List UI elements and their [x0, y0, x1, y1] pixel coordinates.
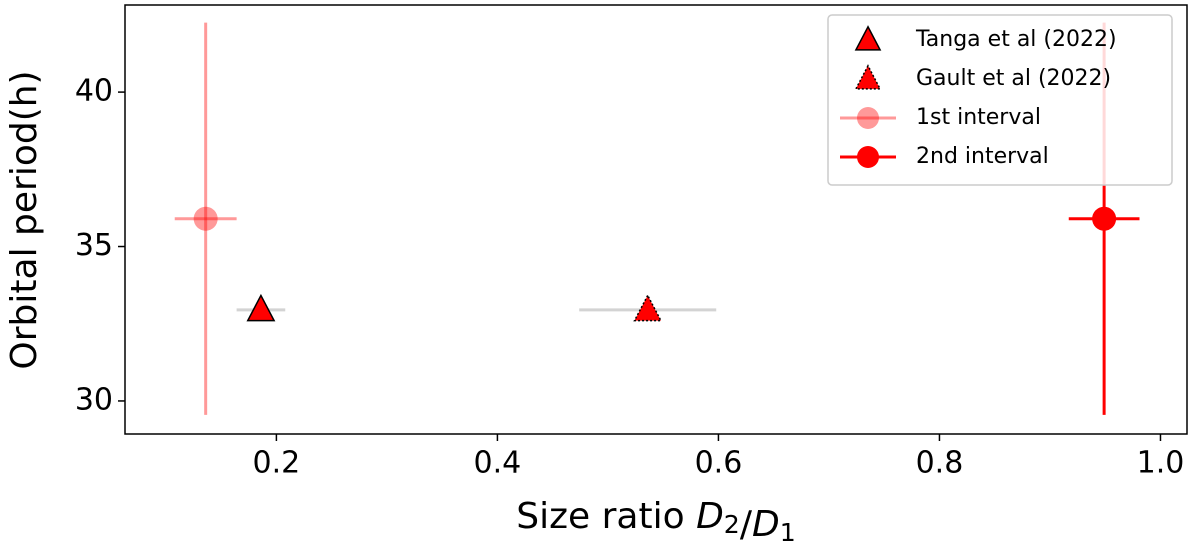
- legend-marker: [857, 107, 879, 129]
- x-tick-label: 1.0: [1137, 446, 1185, 481]
- y-axis-label: Orbital period(h): [4, 70, 45, 369]
- legend-label: Gault et al (2022): [916, 66, 1111, 91]
- legend-box: [827, 14, 1173, 186]
- y-tick-label: 35: [75, 228, 113, 263]
- legend-label: 2nd interval: [916, 144, 1049, 169]
- y-tick-label: 30: [75, 382, 113, 417]
- plot-frame: [124, 4, 1188, 435]
- point: [246, 293, 276, 322]
- x-tick-label: 0.2: [253, 446, 301, 481]
- x-axis-label: Size ratio D2/D1: [516, 496, 795, 545]
- legend-label: Tanga et al (2022): [915, 27, 1117, 52]
- point: [1092, 206, 1117, 231]
- x-tick-label: 0.4: [474, 446, 522, 481]
- legend-marker: [854, 64, 882, 90]
- x-tick-label: 0.8: [916, 446, 964, 481]
- x-tick-label: 0.6: [695, 446, 743, 481]
- legend-marker: [854, 25, 882, 51]
- legend: Tanga et al (2022) Gault et al (2022) 1st …: [827, 14, 1173, 186]
- legend-marker: [857, 146, 879, 168]
- point: [633, 293, 663, 322]
- point: [193, 206, 218, 231]
- y-tick-label: 40: [75, 74, 113, 109]
- legend-label: 1st interval: [916, 105, 1041, 130]
